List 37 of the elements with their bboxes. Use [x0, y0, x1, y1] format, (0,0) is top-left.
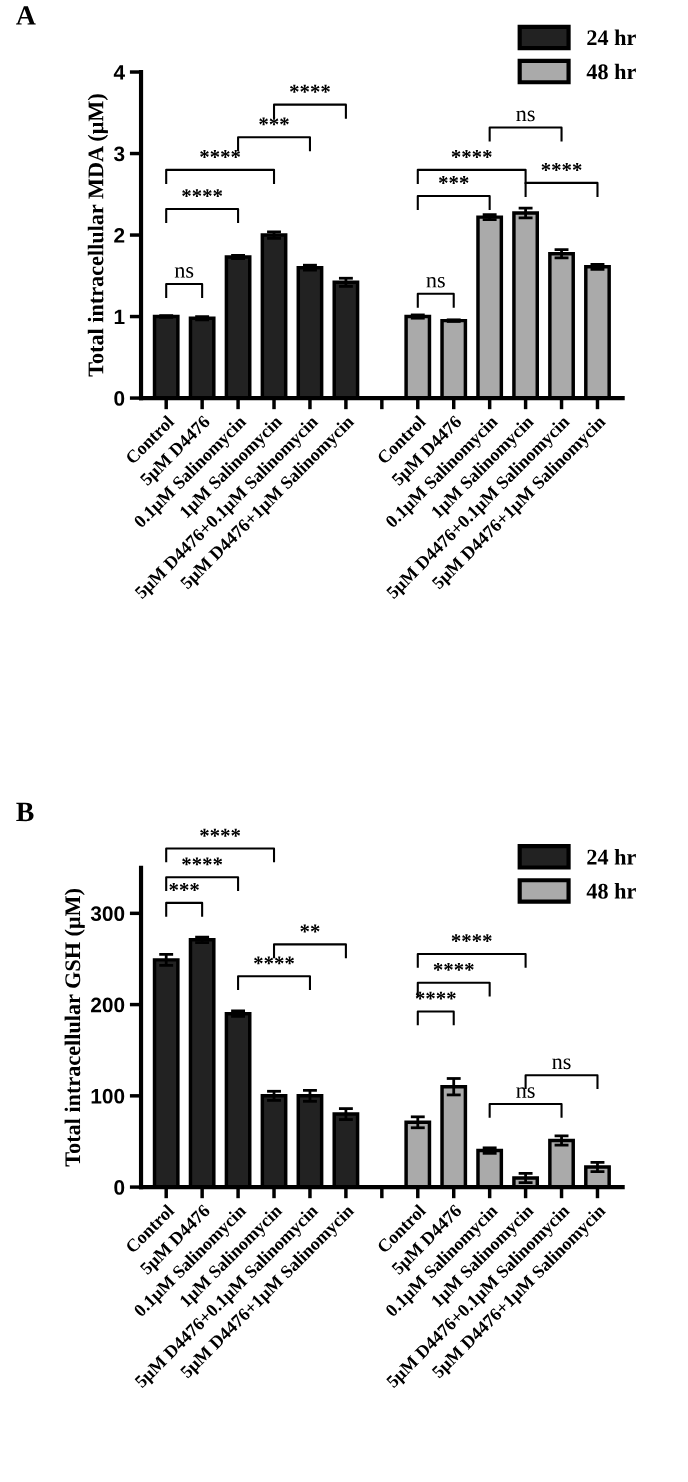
y-tick-label: 0	[114, 1180, 125, 1195]
y-tick-label: 4	[113, 65, 125, 80]
y-axis-title: Total intracellular GSH (μM)	[64, 889, 85, 1167]
y-tick-label: 2	[114, 228, 125, 243]
text: ****	[200, 828, 241, 837]
chart-title: A	[16, 6, 36, 25]
legend-label: 48 hr	[586, 63, 636, 80]
legend-label: 24 hr	[587, 29, 636, 46]
annotation: ***	[438, 176, 469, 184]
legend-label: 24 hr	[587, 848, 636, 865]
annotation: **	[300, 924, 320, 933]
annotation: ****	[541, 163, 582, 171]
annotation: ****	[289, 84, 330, 93]
annotation: ***	[259, 117, 289, 126]
annotation: ****	[433, 962, 474, 971]
y-axis-title: Total intracellular MDA (μM)	[87, 94, 108, 377]
y-tick-label: 0	[114, 391, 125, 406]
annotation: ****	[451, 934, 492, 943]
y-tick-label: 3	[113, 146, 125, 162]
text: ****	[182, 857, 223, 866]
annotation: ****	[415, 991, 456, 1000]
chart-title: B	[16, 802, 34, 822]
annotation: ****	[254, 956, 294, 965]
annotation: ns	[426, 276, 445, 288]
annotation: ns	[516, 110, 535, 122]
y-tick-label: 200	[91, 997, 125, 1013]
annotation: ****	[182, 189, 223, 198]
annotation: ns	[552, 1058, 571, 1070]
y-tick-label: 300	[90, 906, 125, 922]
annotation: ****	[451, 150, 492, 158]
annotation: ****	[200, 150, 241, 158]
y-tick-label: 1	[114, 309, 125, 325]
annotation: ns	[516, 1087, 535, 1098]
annotation: ***	[169, 883, 199, 891]
legend-label: 48 hr	[586, 883, 636, 899]
annotation: ns	[174, 267, 194, 278]
y-tick-label: 100	[91, 1088, 125, 1104]
